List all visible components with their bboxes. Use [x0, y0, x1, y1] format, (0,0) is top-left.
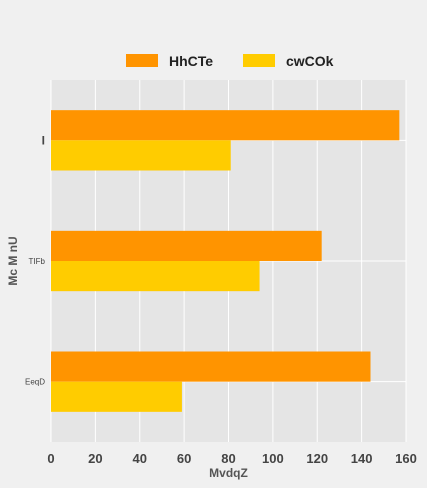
- legend-swatch-HhCTe: [126, 54, 158, 67]
- x-tick-labels: 0 20 40 60 80 100 120 140 160: [47, 451, 416, 466]
- y-axis-title: Mc M nU: [6, 236, 20, 285]
- bar-HhCTe-EeqD: [51, 351, 371, 382]
- bar-cwCOk-EeqD: [51, 381, 182, 412]
- x-tick-label: 140: [351, 451, 373, 466]
- bars: [51, 110, 400, 412]
- bar-HhCTe-I: [51, 110, 400, 141]
- x-tick-label: 20: [88, 451, 102, 466]
- bar-cwCOk-TIFb: [51, 261, 260, 292]
- x-axis-title: MvdqZ: [209, 466, 248, 480]
- y-tick-label: TIFb: [29, 257, 46, 266]
- bar-HhCTe-TIFb: [51, 230, 322, 261]
- x-tick-label: 60: [177, 451, 191, 466]
- legend-label-HhCTe: HhCTe: [169, 53, 213, 69]
- y-tick-label: I: [42, 133, 45, 147]
- legend-label-cwCOk: cwCOk: [286, 53, 334, 69]
- y-tick-label: EeqD: [25, 378, 45, 387]
- y-tick-labels: I TIFb EeqD: [25, 133, 46, 386]
- x-tick-label: 100: [262, 451, 284, 466]
- x-tick-label: 0: [47, 451, 54, 466]
- x-tick-label: 40: [133, 451, 147, 466]
- legend: HhCTe cwCOk: [126, 53, 334, 69]
- x-tick-label: 120: [306, 451, 328, 466]
- x-tick-label: 80: [221, 451, 235, 466]
- legend-swatch-cwCOk: [243, 54, 275, 67]
- bar-cwCOk-I: [51, 140, 231, 171]
- x-tick-label: 160: [395, 451, 417, 466]
